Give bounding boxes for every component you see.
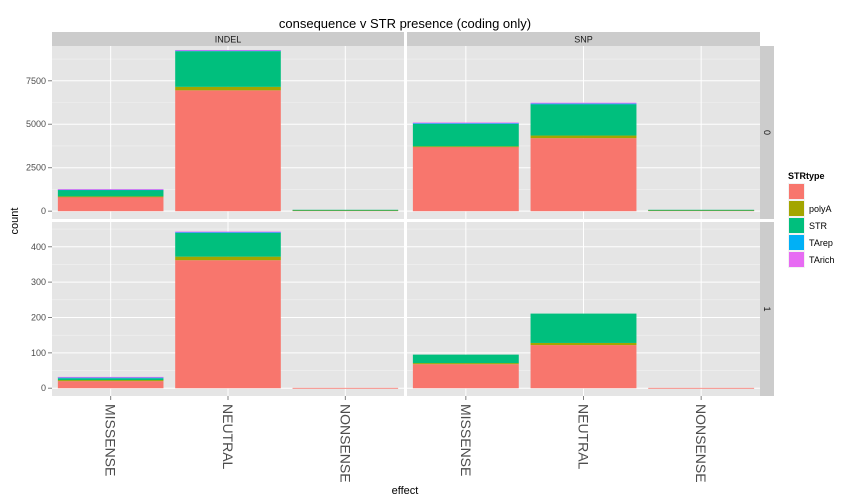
strip-snp (407, 32, 760, 46)
legend-label: TArep (809, 238, 833, 248)
bar-segment-missense-STR (412, 354, 519, 364)
legend-label: polyA (809, 204, 832, 214)
bar-segment-neutral-none (530, 345, 637, 389)
legend-title: STRtype (788, 171, 825, 181)
bar-segment-missense-STR (412, 123, 519, 147)
bar-segment-missense-TArich (57, 376, 164, 378)
legend-swatch (789, 218, 804, 233)
bar-segment-nonsense-none (648, 387, 755, 389)
bar-segment-missense-polyA (412, 363, 519, 365)
y-tick-label: 300 (31, 277, 46, 287)
bar-segment-nonsense-STR (292, 209, 399, 211)
bar-segment-missense-TArich (57, 189, 164, 190)
bar-segment-neutral-none (175, 260, 281, 389)
y-axis-title: count (9, 208, 21, 235)
y-axis-ticks: 0 2500 5000 7500 0 100 200 300 400 (26, 76, 52, 393)
bar-segment-neutral-TArich (175, 49, 281, 51)
bar-segment-missense-polyA (57, 380, 164, 382)
bar-segment-neutral-polyA (530, 135, 637, 139)
bar-segment-neutral-polyA (175, 256, 281, 261)
bar-segment-neutral-none (530, 138, 637, 212)
bar-segment-neutral-STR (530, 313, 637, 343)
y-tick-label: 0 (41, 206, 46, 216)
bar-segment-neutral-polyA (530, 342, 637, 346)
strip-indel (52, 32, 404, 46)
legend-swatch (789, 235, 804, 250)
bar-segment-missense-TArich (412, 122, 519, 124)
legend: STRtype polyA STR TArep TArich (788, 171, 834, 268)
bar-segment-nonsense-none (292, 387, 399, 389)
strip-label-row-1: 1 (762, 306, 772, 311)
bar-segment-neutral-none (175, 90, 281, 212)
x-tick-label: NEUTRAL (576, 404, 592, 470)
x-tick-label: NONSENSE (337, 404, 353, 483)
bar-segment-neutral-TArep (530, 103, 637, 105)
panel-0-snp (407, 46, 760, 219)
chart-title: consequence v STR presence (coding only) (279, 16, 531, 31)
bar-segment-missense-none (412, 146, 519, 212)
x-tick-label: MISSENSE (458, 404, 474, 476)
strip-label-snp: SNP (574, 35, 593, 45)
bar-segment-missense-TArep (57, 377, 164, 379)
bar-segment-missense-TArep (412, 123, 519, 124)
y-tick-label: 100 (31, 348, 46, 358)
x-axis-title: effect (392, 485, 419, 497)
strip-label-indel: INDEL (215, 35, 242, 45)
bar-segment-neutral-STR (175, 232, 281, 257)
bar-segment-missense-polyA (57, 196, 164, 198)
panels (52, 46, 760, 396)
bar-segment-neutral-STR (530, 104, 637, 136)
legend-label: STR (809, 221, 828, 231)
x-tick-label: MISSENSE (103, 404, 119, 476)
y-tick-label: 0 (41, 383, 46, 393)
panel-1-indel (52, 222, 404, 396)
bar-segment-missense-polyA (412, 146, 519, 148)
legend-label: TArich (809, 255, 834, 265)
bar-segment-missense-STR (57, 378, 164, 381)
bar-segment-missense-STR (57, 189, 164, 197)
bar-segment-neutral-TArich (530, 102, 637, 104)
y-tick-label: 2500 (26, 163, 46, 173)
y-tick-label: 200 (31, 312, 46, 322)
x-axis-ticks: MISSENSE NEUTRAL NONSENSE MISSENSE NEUTRAL NO… (103, 396, 709, 483)
legend-swatch (789, 184, 804, 199)
bar-segment-neutral-TArep (175, 231, 281, 233)
strip-row-1 (760, 222, 774, 396)
bar-segment-missense-none (57, 381, 164, 389)
bar-segment-missense-none (412, 364, 519, 389)
bar-segment-neutral-TArich (175, 231, 281, 233)
y-tick-label: 7500 (26, 76, 46, 86)
panel-1-snp (407, 222, 760, 396)
x-tick-label: NEUTRAL (220, 404, 236, 470)
y-tick-label: 400 (31, 242, 46, 252)
panel-0-indel (52, 46, 404, 219)
legend-swatch (789, 201, 804, 216)
x-tick-label: NONSENSE (693, 404, 709, 483)
bar-segment-nonsense-STR (648, 209, 755, 211)
bar-segment-missense-none (57, 196, 164, 212)
legend-swatch (789, 252, 804, 267)
strip-label-row-0: 0 (762, 130, 772, 135)
bar-segment-neutral-STR (175, 51, 281, 87)
y-tick-label: 5000 (26, 119, 46, 129)
strip-row-0 (760, 46, 774, 219)
bar-segment-neutral-polyA (175, 86, 281, 91)
